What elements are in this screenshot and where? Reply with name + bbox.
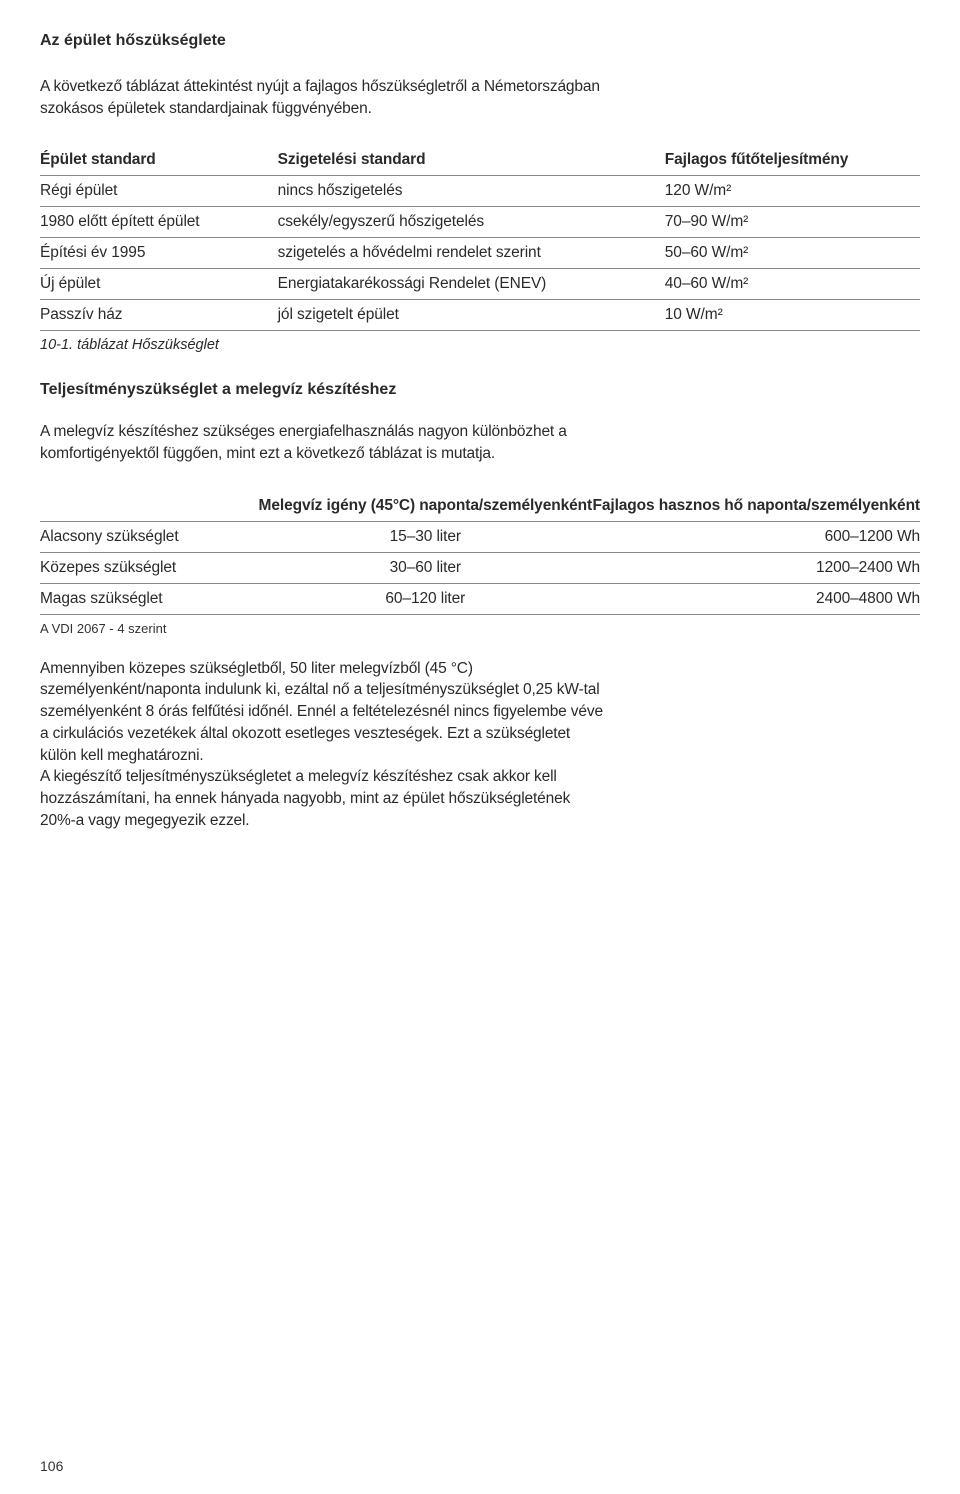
cell: 40–60 W/m²	[665, 269, 920, 300]
cell: 600–1200 Wh	[592, 521, 920, 552]
cell: csekély/egyszerű hőszigetelés	[278, 207, 665, 238]
table-row: Magas szükséglet 60–120 liter 2400–4800 …	[40, 583, 920, 614]
page-number: 106	[40, 1458, 63, 1474]
table-row: 1980 előtt épített épület csekély/egysze…	[40, 207, 920, 238]
cell: 1200–2400 Wh	[592, 552, 920, 583]
cell: Közepes szükséglet	[40, 552, 258, 583]
cell: 15–30 liter	[258, 521, 592, 552]
table-row: Új épület Energiatakarékossági Rendelet …	[40, 269, 920, 300]
cell: Új épület	[40, 269, 278, 300]
para-3: Amennyiben közepes szükségletből, 50 lit…	[40, 658, 605, 766]
table-row: Alacsony szükséglet 15–30 liter 600–1200…	[40, 521, 920, 552]
cell: 120 W/m²	[665, 176, 920, 207]
section-title: Az épület hőszükséglete	[40, 32, 920, 50]
cell: 2400–4800 Wh	[592, 583, 920, 614]
table-row: Építési év 1995 szigetelés a hővédelmi r…	[40, 238, 920, 269]
cell: 1980 előtt épített épület	[40, 207, 278, 238]
hot-water-table: Melegvíz igény (45°C) naponta/személyenk…	[40, 491, 920, 615]
cell: jól szigetelt épület	[278, 300, 665, 331]
table-row: Passzív ház jól szigetelt épület 10 W/m²	[40, 300, 920, 331]
col-header: Melegvíz igény (45°C) naponta/személyenk…	[258, 491, 592, 522]
col-header: Épület standard	[40, 145, 278, 176]
table-header-row: Melegvíz igény (45°C) naponta/személyenk…	[40, 491, 920, 522]
para-2: A melegvíz készítéshez szükséges energia…	[40, 421, 605, 464]
document-page: Az épület hőszükséglete A következő tábl…	[0, 0, 960, 1494]
subsection-title: Teljesítményszükséglet a melegvíz készít…	[40, 381, 920, 399]
col-header: Fajlagos hasznos hő naponta/személyenkén…	[592, 491, 920, 522]
col-header: Szigetelési standard	[278, 145, 665, 176]
cell: 50–60 W/m²	[665, 238, 920, 269]
cell: Alacsony szükséglet	[40, 521, 258, 552]
cell: 30–60 liter	[258, 552, 592, 583]
cell: nincs hőszigetelés	[278, 176, 665, 207]
cell: Magas szükséglet	[40, 583, 258, 614]
cell: 70–90 W/m²	[665, 207, 920, 238]
table-header-row: Épület standard Szigetelési standard Faj…	[40, 145, 920, 176]
cell: Építési év 1995	[40, 238, 278, 269]
table-row: Közepes szükséglet 30–60 liter 1200–2400…	[40, 552, 920, 583]
cell: 10 W/m²	[665, 300, 920, 331]
col-header	[40, 491, 258, 522]
cell: Energiatakarékossági Rendelet (ENEV)	[278, 269, 665, 300]
cell: Passzív ház	[40, 300, 278, 331]
col-header: Fajlagos fűtőteljesítmény	[665, 145, 920, 176]
cell: 60–120 liter	[258, 583, 592, 614]
table-footnote: A VDI 2067 - 4 szerint	[40, 621, 920, 636]
table-caption: 10-1. táblázat Hőszükséglet	[40, 337, 920, 353]
para-4: A kiegészítő teljesítményszükségletet a …	[40, 766, 605, 831]
intro-paragraph: A következő táblázat áttekintést nyújt a…	[40, 76, 605, 119]
cell: szigetelés a hővédelmi rendelet szerint	[278, 238, 665, 269]
cell: Régi épület	[40, 176, 278, 207]
heat-demand-table: Épület standard Szigetelési standard Faj…	[40, 145, 920, 331]
table-row: Régi épület nincs hőszigetelés 120 W/m²	[40, 176, 920, 207]
